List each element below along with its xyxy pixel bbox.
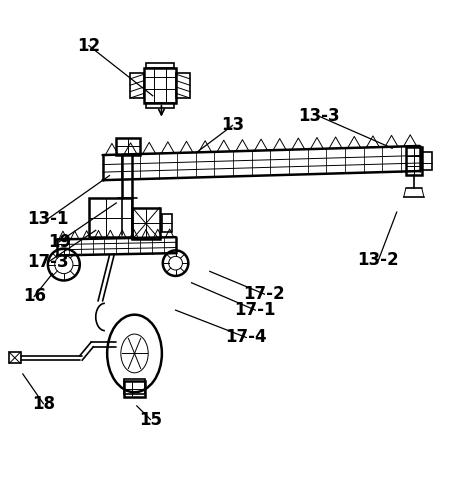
Bar <box>143 68 176 102</box>
Text: 17-2: 17-2 <box>243 285 285 303</box>
Text: 17-3: 17-3 <box>27 253 69 271</box>
Bar <box>146 63 174 68</box>
Text: 18: 18 <box>32 395 55 412</box>
Text: 17-1: 17-1 <box>234 301 276 319</box>
Text: 13-2: 13-2 <box>357 251 399 269</box>
Text: 16: 16 <box>23 287 46 305</box>
Text: 19: 19 <box>48 233 71 251</box>
Bar <box>89 199 132 237</box>
Text: 15: 15 <box>139 410 162 428</box>
Bar <box>132 207 159 240</box>
Bar <box>130 73 143 98</box>
Text: 12: 12 <box>77 37 100 55</box>
Text: 13-1: 13-1 <box>27 210 69 228</box>
Bar <box>421 152 431 170</box>
Bar <box>146 102 174 108</box>
Bar <box>176 73 190 98</box>
Bar <box>9 352 20 364</box>
Bar <box>124 381 144 397</box>
Bar <box>405 147 421 175</box>
Bar <box>116 138 140 155</box>
Bar <box>162 214 172 232</box>
Text: 17-4: 17-4 <box>225 328 267 346</box>
Text: 13-3: 13-3 <box>298 107 339 125</box>
Text: 13: 13 <box>221 117 243 134</box>
Bar <box>124 379 144 394</box>
